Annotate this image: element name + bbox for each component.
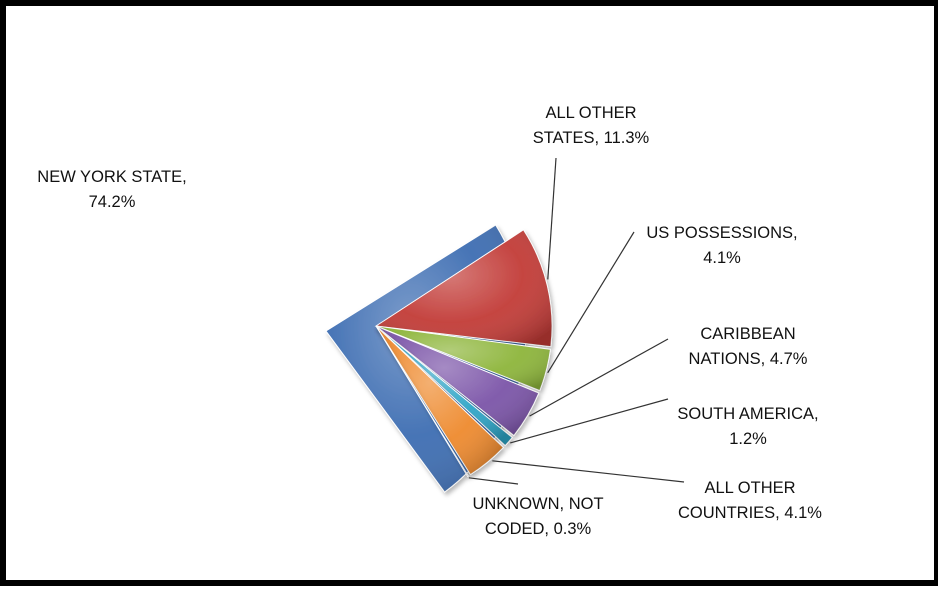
leader-line — [547, 157, 557, 280]
data-label-line: CODED, 0.3% — [485, 520, 592, 538]
data-label: SOUTH AMERICA, 1.2% — [677, 405, 818, 448]
pie-slice-all-other-countries — [375, 325, 505, 476]
pie-slice-caribbean-nations — [375, 325, 540, 437]
data-label-line: CARIBBEAN — [700, 325, 795, 343]
data-label-line: STATES, 11.3% — [533, 129, 650, 147]
data-label: NEW YORK STATE, 74.2% — [37, 168, 186, 211]
leader-lines — [468, 157, 685, 485]
data-label-line: ALL OTHER — [704, 479, 795, 497]
data-label-line: UNKNOWN, NOT — [472, 495, 603, 513]
pie-slice-all-other-states — [374, 229, 553, 348]
data-label-line: 4.1% — [703, 249, 741, 267]
data-label-line: 1.2% — [729, 430, 767, 448]
leader-line — [529, 338, 669, 417]
pie-slices — [325, 224, 553, 493]
data-label-line: US POSSESSIONS, — [646, 224, 797, 242]
data-label: ALL OTHER STATES, 11.3% — [533, 104, 650, 147]
data-label: US POSSESSIONS, 4.1% — [646, 224, 797, 267]
data-labels: NEW YORK STATE, 74.2% ALL OTHER STATES, 11.… — [37, 104, 822, 538]
pie-slice-gloss — [376, 326, 504, 475]
data-label-line: SOUTH AMERICA, — [677, 405, 818, 423]
pie-slice-south-america — [375, 325, 513, 447]
data-label: UNKNOWN, NOT CODED, 0.3% — [472, 495, 603, 538]
pie-chart: NEW YORK STATE, 74.2% ALL OTHER STATES, 11.… — [37, 104, 822, 538]
pie-slice-gloss — [376, 326, 551, 391]
pie-slice-us-possessions — [375, 325, 552, 392]
data-label-line: NEW YORK STATE, — [37, 168, 186, 186]
data-label-line: NATIONS, 4.7% — [689, 350, 808, 368]
pie-slice-gloss — [376, 326, 513, 446]
leader-line — [510, 398, 669, 444]
leader-line — [547, 231, 635, 374]
pie-slice-gloss — [376, 326, 539, 436]
data-label: CARIBBEAN NATIONS, 4.7% — [689, 325, 808, 368]
data-label-line: ALL OTHER — [545, 104, 636, 122]
leader-line — [492, 460, 685, 483]
data-label-line: COUNTRIES, 4.1% — [678, 504, 822, 522]
pie-slice-gloss — [376, 229, 552, 347]
pie-slice-gloss — [376, 326, 469, 477]
data-label-line: 74.2% — [89, 193, 136, 211]
leader-line — [468, 477, 519, 485]
pie-slice-unknown-not-coded — [375, 325, 469, 477]
data-label: ALL OTHER COUNTRIES, 4.1% — [678, 479, 822, 522]
